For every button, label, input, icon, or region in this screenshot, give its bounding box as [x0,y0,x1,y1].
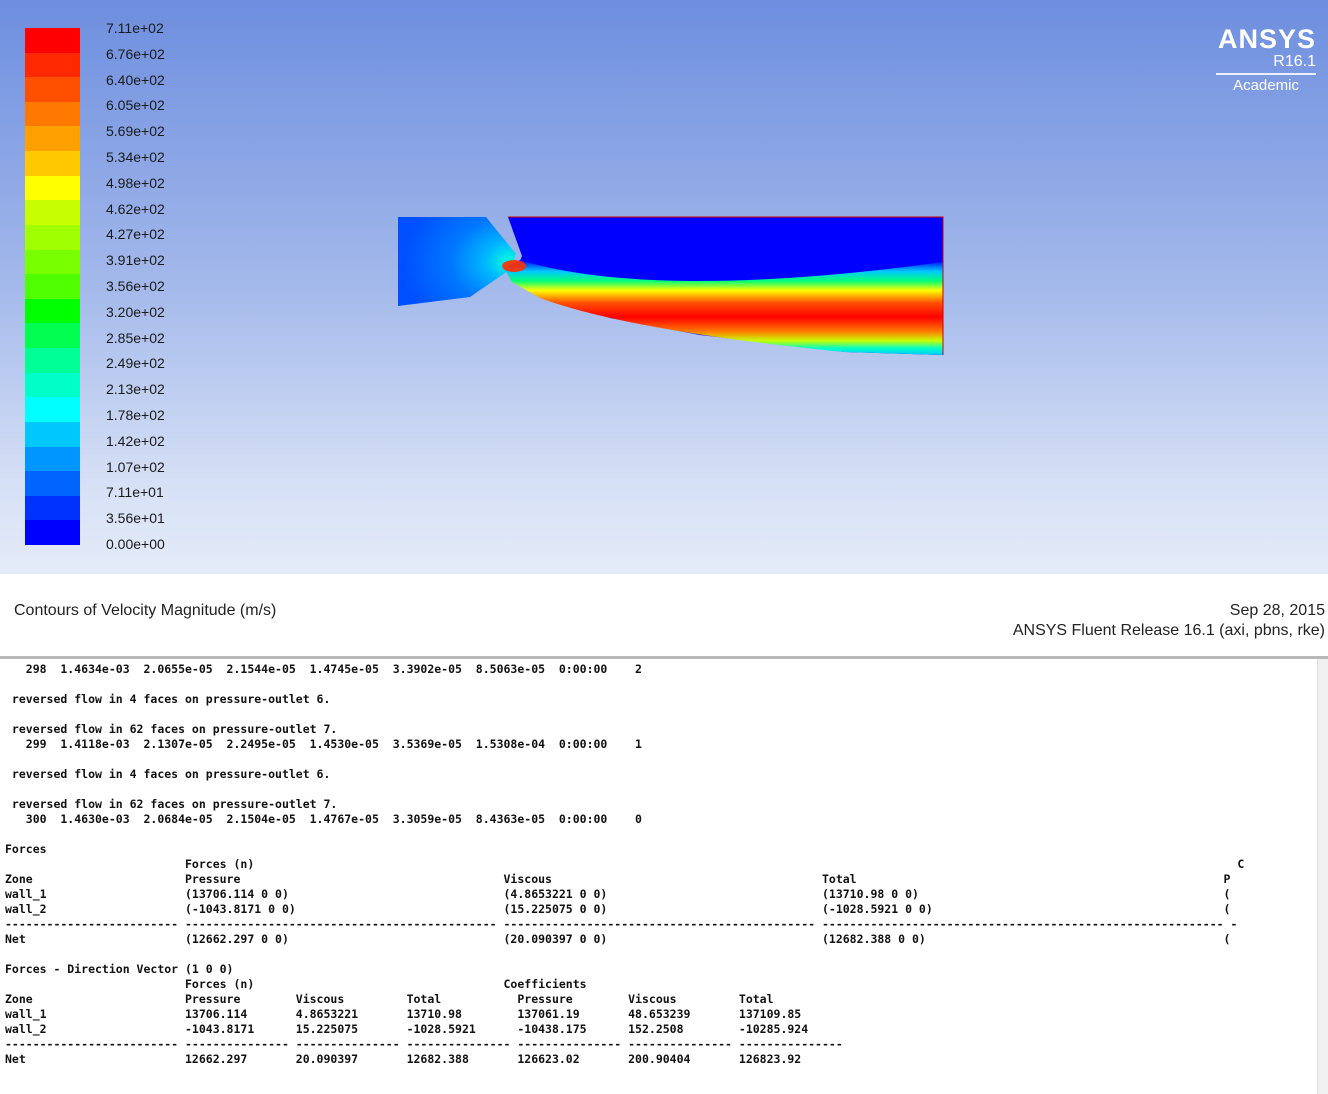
color-legend-swatch [25,348,80,374]
console-scrollbar[interactable] [1317,659,1328,1094]
color-legend-label: 1.78e+02 [106,407,165,423]
caption-title: Contours of Velocity Magnitude (m/s) [14,602,277,619]
logo-divider [1216,73,1316,75]
color-legend-swatch [25,323,80,349]
caption-release: ANSYS Fluent Release 16.1 (axi, pbns, rk… [1012,622,1325,639]
color-legend-label: 1.42e+02 [106,432,165,449]
color-legend-swatch [25,520,80,546]
color-legend-swatch [25,200,80,226]
logo-brand: ANSYS [1217,24,1316,54]
color-legend-swatch [25,249,80,275]
color-legend-label: 4.98e+02 [106,174,165,191]
caption-date: Sep 28, 2015 [1229,602,1325,619]
color-legend-swatch [25,446,80,472]
color-legend [25,28,80,546]
color-legend-swatch [25,372,80,398]
ansys-logo: ANSYS R16.1 Academic [1206,24,1316,94]
outlet-boundary [508,216,944,355]
color-legend-swatch [25,397,80,423]
color-legend-swatch [25,224,80,251]
color-legend-swatch [25,421,80,447]
color-legend-label: 2.85e+02 [106,329,165,346]
logo-edition: Academic [1233,77,1299,94]
jet-region [504,260,943,355]
color-legend-label: 3.56e+02 [106,278,165,294]
color-legend-label: 7.11e+02 [106,20,164,36]
console-output[interactable]: 298 1.4634e-03 2.0655e-05 2.1544e-05 1.4… [0,656,1328,1094]
color-legend-label: 5.69e+02 [106,123,165,140]
color-legend-label: 3.20e+02 [106,303,165,320]
logo-version: R16.1 [1273,53,1316,70]
color-legend-swatch [25,28,80,54]
color-legend-label: 5.34e+02 [106,149,165,165]
velocity-contour-plot [398,216,944,355]
throat-core [502,260,526,272]
color-legend-label: 3.56e+01 [106,510,165,527]
color-legend-label: 6.40e+02 [106,71,165,88]
color-legend-label: 1.07e+02 [106,458,165,475]
color-legend-label: 0.00e+00 [106,536,165,552]
color-legend-swatch [25,495,80,521]
color-legend-swatch [25,175,80,201]
color-legend-swatch [25,151,80,177]
color-legend-swatch [25,52,80,78]
color-legend-label: 6.05e+02 [106,97,165,114]
plot-caption: Contours of Velocity Magnitude (m/s) Sep… [0,574,1328,656]
color-legend-swatch [25,77,80,103]
color-legend-swatch [25,126,80,152]
color-legend-label: 3.91e+02 [106,252,165,269]
color-legend-label: 2.49e+02 [106,355,165,372]
color-legend-swatch [25,274,80,300]
color-legend-label: 7.11e+01 [106,484,164,501]
color-legend-label: 4.62e+02 [106,200,165,217]
color-legend-label: 4.27e+02 [106,226,165,243]
inlet-region [398,217,516,306]
graphics-window[interactable]: 7.11e+02 6.76e+02 6.40e+02 6.05e+02 5.69e+02… [0,0,1328,574]
color-legend-swatch [25,471,80,497]
color-legend-label: 6.76e+02 [106,45,165,62]
console-text: 298 1.4634e-03 2.0655e-05 2.1544e-05 1.4… [5,662,1245,1066]
color-legend-swatch [25,298,80,324]
color-legend-label: 2.13e+02 [106,381,165,398]
color-legend-swatch [25,101,80,127]
